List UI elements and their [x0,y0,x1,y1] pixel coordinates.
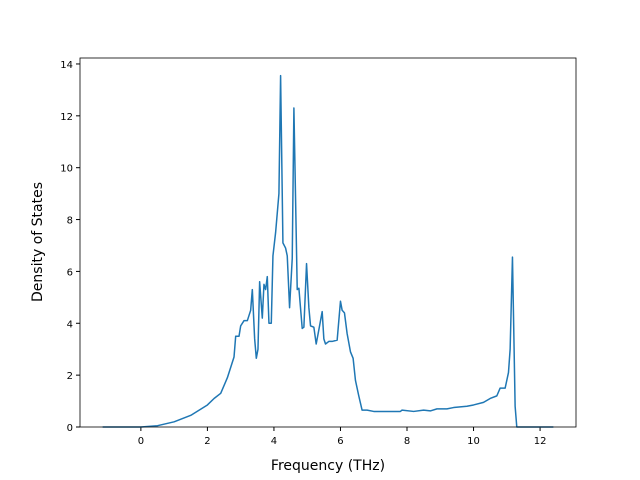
x-tick-label: 8 [404,436,410,447]
line [102,74,554,428]
plot-frame [79,57,577,428]
y-tick-label: 0 [67,423,73,434]
y-tick-label: 4 [67,319,73,330]
y-tick-label: 12 [60,112,73,123]
y-tick-label: 8 [67,216,73,227]
y-tick-label: 6 [67,267,73,278]
x-tick-label: 6 [337,436,343,447]
y-tick-label: 14 [60,60,73,71]
y-tick-label: 2 [67,371,73,382]
x-tick-label: 2 [204,436,210,447]
x-tick-label: 12 [534,436,547,447]
x-tick-label: 4 [271,436,277,447]
y-tick-label: 10 [60,164,73,175]
x-axis-label: Frequency (THz) [271,458,385,474]
x-tick-label: 10 [467,436,480,447]
y-axis-label: Density of States [30,182,46,302]
x-tick-label: 0 [138,436,144,447]
